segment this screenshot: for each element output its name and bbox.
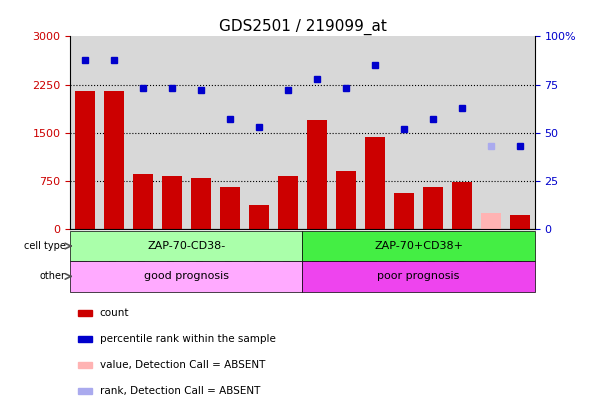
Bar [133,174,153,229]
Bar [302,261,535,292]
Bar [307,120,327,229]
Bar [216,36,244,229]
Bar [419,36,447,229]
Bar [162,176,182,229]
Text: other: other [40,271,65,281]
Bar [249,205,269,229]
Bar [70,231,302,261]
Bar [423,186,443,229]
Bar [75,91,95,229]
Bar [510,215,530,229]
Text: cell type: cell type [24,241,65,251]
Bar [394,193,414,229]
Bar [100,36,128,229]
Bar [128,36,158,229]
Bar [477,36,506,229]
Bar [158,36,186,229]
Bar [191,177,211,229]
Text: ZAP-70-CD38-: ZAP-70-CD38- [147,241,225,251]
Bar [447,36,477,229]
Text: rank, Detection Call = ABSENT: rank, Detection Call = ABSENT [100,386,260,396]
Text: count: count [100,308,129,318]
Bar [506,36,535,229]
Bar [274,36,302,229]
Bar [302,231,535,261]
Bar [336,171,356,229]
Title: GDS2501 / 219099_at: GDS2501 / 219099_at [219,19,386,35]
Bar [365,137,385,229]
Bar [481,213,501,229]
Bar [278,176,298,229]
Bar [78,362,92,368]
Text: percentile rank within the sample: percentile rank within the sample [100,334,276,344]
Bar [360,36,390,229]
Bar [220,186,240,229]
Bar [452,182,472,229]
Bar [78,336,92,342]
Bar [331,36,360,229]
Bar [70,261,302,292]
Bar [302,36,332,229]
Bar [70,36,99,229]
Bar [244,36,274,229]
Bar [78,388,92,394]
Text: good prognosis: good prognosis [144,271,229,281]
Bar [390,36,419,229]
Text: poor prognosis: poor prognosis [378,271,459,281]
Text: ZAP-70+CD38+: ZAP-70+CD38+ [374,241,463,251]
Bar [78,310,92,316]
Bar [104,91,124,229]
Text: value, Detection Call = ABSENT: value, Detection Call = ABSENT [100,360,265,370]
Bar [186,36,216,229]
